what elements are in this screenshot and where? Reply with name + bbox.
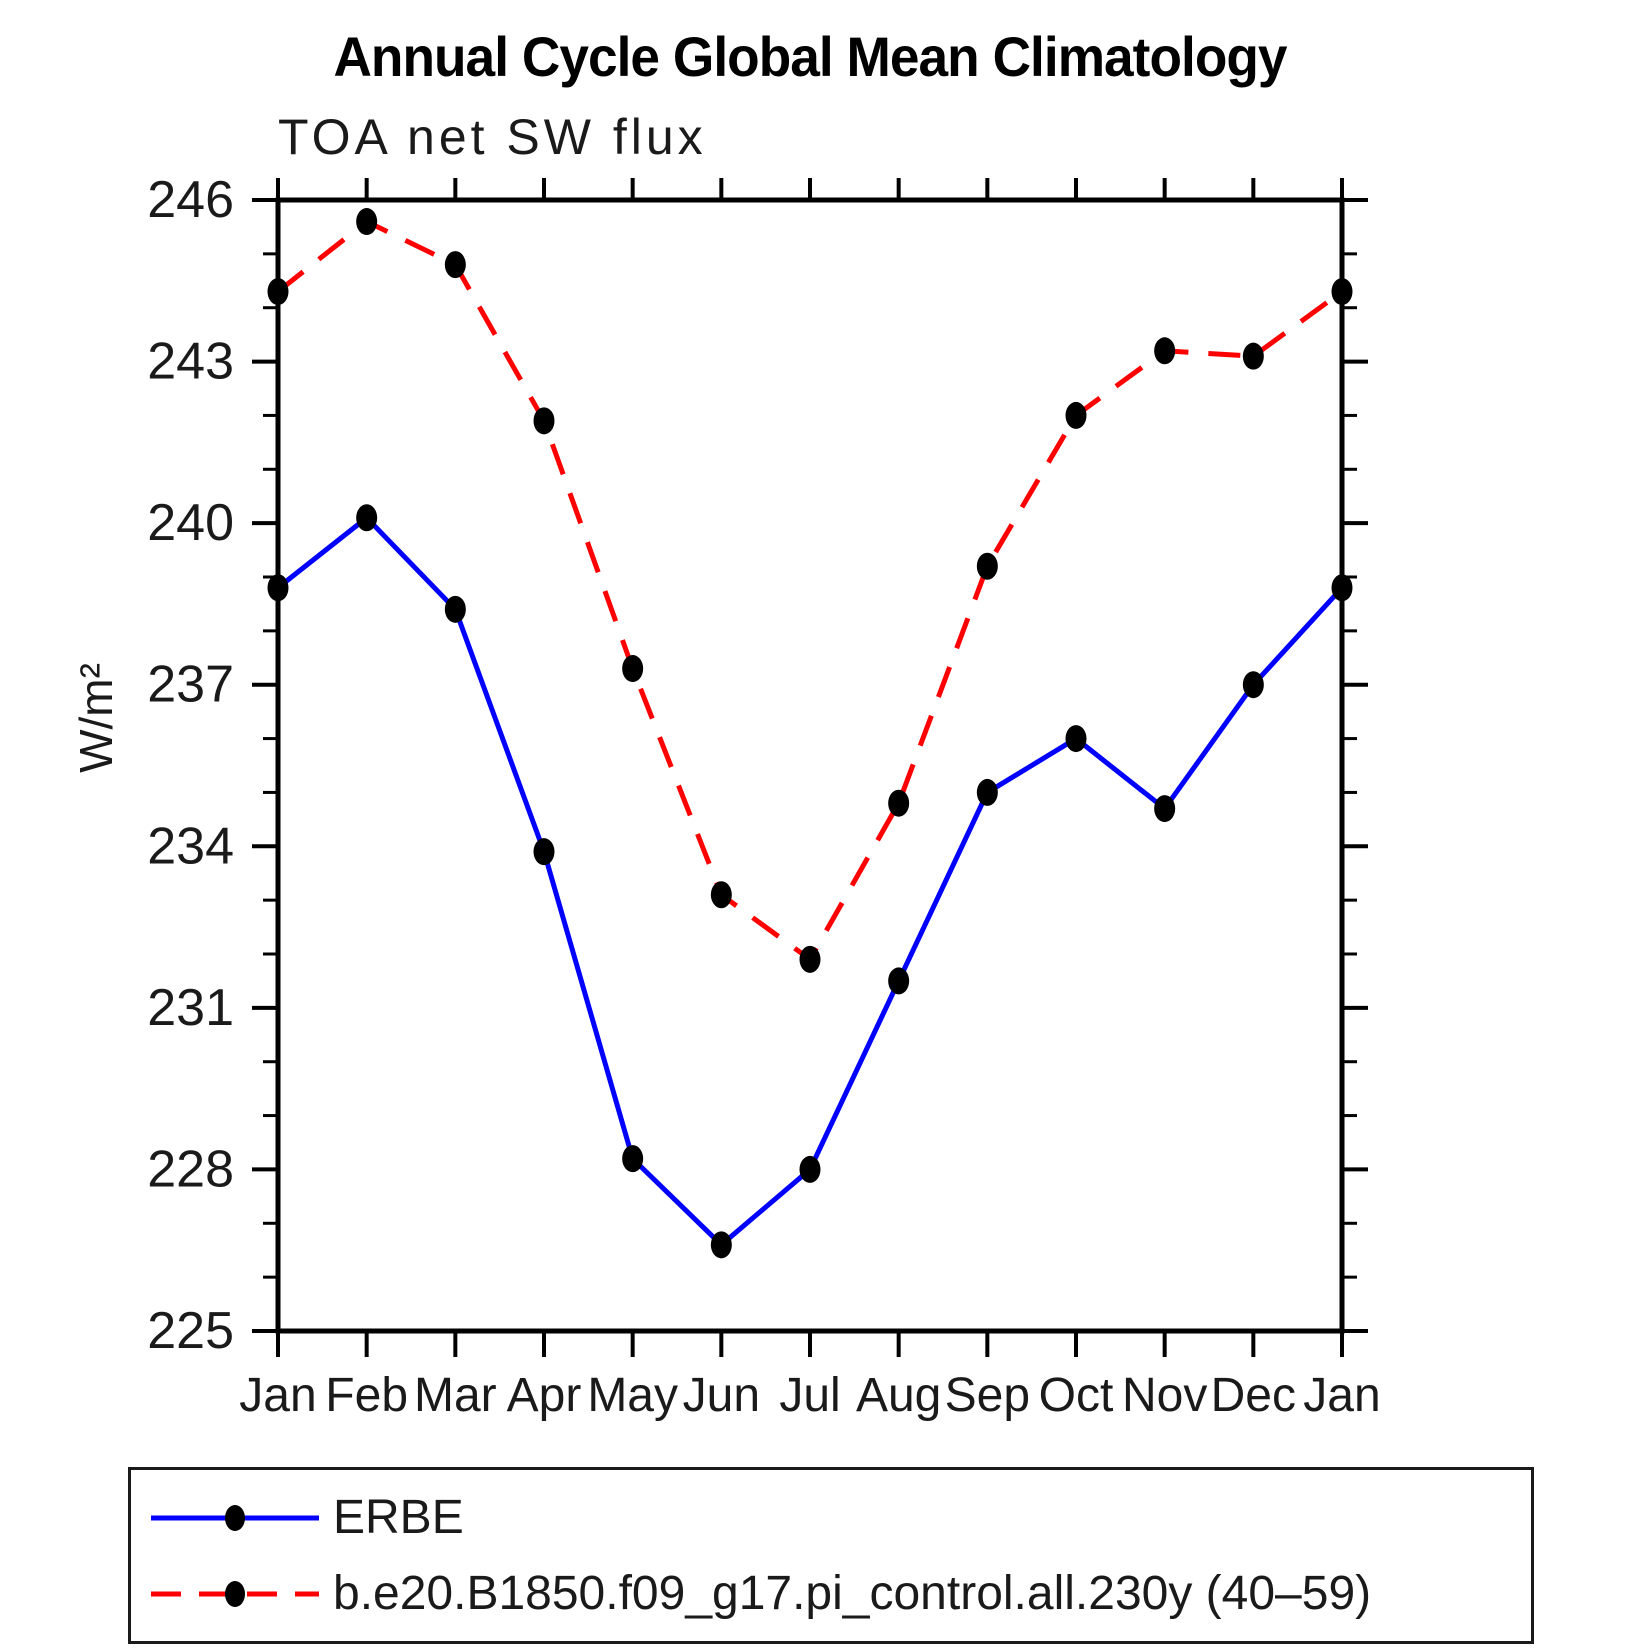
y-tick-label: 225	[147, 1302, 234, 1360]
y-tick-label: 246	[147, 171, 234, 229]
chart-title: Annual Cycle Global Mean Climatology	[333, 25, 1287, 88]
x-tick-label: Sep	[945, 1369, 1030, 1422]
x-tick-label: May	[587, 1369, 678, 1422]
x-tick-label: Oct	[1039, 1369, 1114, 1422]
legend-item-erbe: ERBE	[131, 1483, 1531, 1553]
data-point-model	[1331, 278, 1353, 306]
data-point-erbe	[444, 595, 466, 623]
legend: ERBE b.e20.B1850.f09_g17.pi_control.all.…	[128, 1467, 1534, 1644]
x-tick-label: Feb	[325, 1369, 408, 1422]
data-point-erbe	[1331, 574, 1353, 602]
legend-marker-dot-icon	[225, 1504, 245, 1531]
data-point-erbe	[710, 1231, 732, 1259]
legend-label-erbe: ERBE	[333, 1491, 464, 1544]
data-point-model	[444, 251, 466, 279]
y-tick-label: 243	[147, 333, 234, 391]
x-tick-label: Jun	[683, 1369, 760, 1422]
data-point-model	[799, 945, 821, 973]
data-point-model	[710, 881, 732, 909]
x-tick-label: Dec	[1211, 1369, 1296, 1422]
data-point-model	[267, 278, 289, 306]
legend-swatch-erbe	[151, 1504, 319, 1531]
x-tick-label: Jul	[779, 1369, 840, 1422]
data-point-erbe	[799, 1155, 821, 1183]
y-tick-label: 234	[147, 817, 234, 875]
x-tick-label: Nov	[1122, 1369, 1207, 1422]
data-point-erbe	[976, 778, 998, 806]
x-tick-label: Jan	[239, 1369, 316, 1422]
legend-item-model: b.e20.B1850.f09_g17.pi_control.all.230y …	[131, 1559, 1531, 1629]
x-tick-label: Aug	[856, 1369, 941, 1422]
legend-marker-dot-icon	[225, 1580, 245, 1607]
legend-label-model: b.e20.B1850.f09_g17.pi_control.all.230y …	[333, 1567, 1372, 1620]
chart-subtitle: TOA net SW flux	[278, 109, 707, 165]
y-tick-label: 231	[147, 979, 234, 1037]
y-tick-label: 228	[147, 1140, 234, 1198]
x-tick-label: Mar	[414, 1369, 497, 1422]
legend-swatch-model	[151, 1580, 319, 1607]
data-point-model	[1065, 401, 1087, 429]
data-point-erbe	[1242, 671, 1264, 699]
data-point-erbe	[888, 967, 910, 995]
data-point-erbe	[533, 838, 555, 866]
data-point-model	[533, 407, 555, 435]
data-point-model	[356, 208, 378, 236]
y-tick-label: 237	[147, 656, 234, 714]
x-tick-label: Apr	[507, 1369, 582, 1422]
series-line-erbe	[276, 514, 1344, 1249]
x-tick-label: Jan	[1303, 1369, 1380, 1422]
data-point-model	[888, 789, 910, 817]
data-point-model	[1154, 337, 1176, 365]
data-point-model	[976, 552, 998, 580]
data-point-erbe	[1065, 725, 1087, 753]
y-tick-label: 240	[147, 494, 234, 552]
data-point-erbe	[622, 1145, 644, 1173]
data-point-erbe	[356, 504, 378, 532]
data-point-model	[1242, 342, 1264, 370]
data-point-model	[622, 655, 644, 683]
data-point-erbe	[267, 574, 289, 602]
data-point-erbe	[1154, 795, 1176, 823]
